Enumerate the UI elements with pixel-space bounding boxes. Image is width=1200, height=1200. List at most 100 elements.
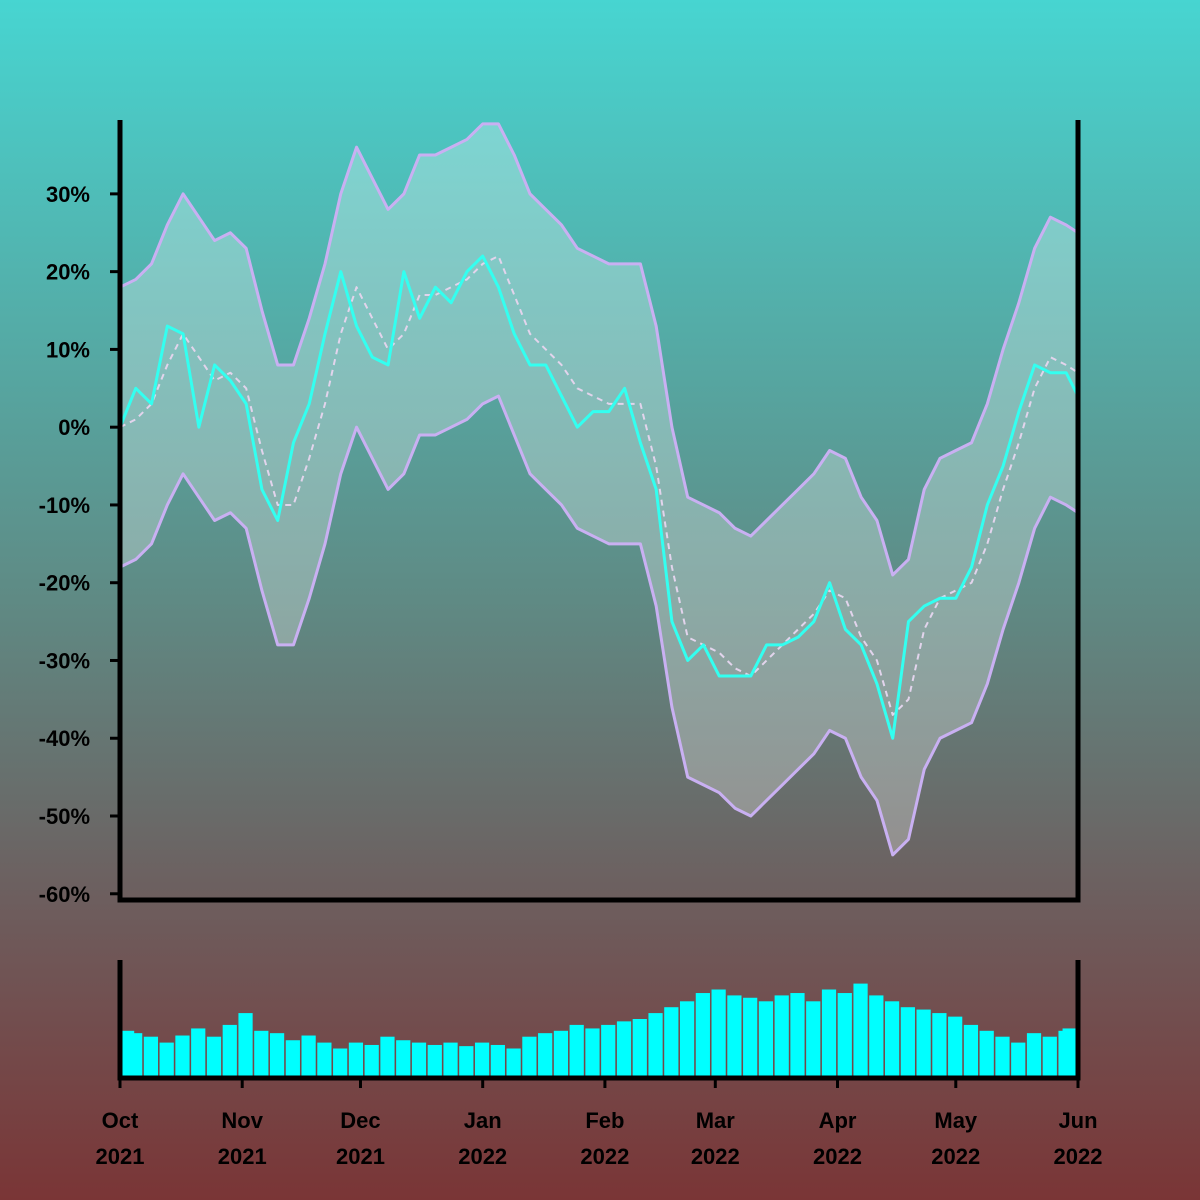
volume-bar (317, 1042, 332, 1078)
tick-label-line: Oct (102, 1108, 139, 1133)
volume-bar (538, 1033, 553, 1078)
volume-bar (664, 1007, 679, 1078)
volume-bar (364, 1044, 379, 1078)
tick-label-line: May (934, 1108, 978, 1133)
tick-label-line: 2022 (458, 1144, 507, 1169)
volume-bar (869, 995, 884, 1078)
y-tick-label: -10% (39, 493, 90, 518)
volume-bar (790, 993, 805, 1078)
tick-label-line: 2022 (691, 1144, 740, 1169)
x-tick-label: Nov 2021 (218, 1108, 267, 1169)
volume-bar (648, 1013, 663, 1078)
volume-bar (727, 995, 742, 1078)
y-tick-label: 10% (46, 337, 90, 362)
axis-frame (117, 120, 1081, 903)
volume-bar (743, 997, 758, 1078)
volume-bar (553, 1030, 569, 1078)
volume-bar (175, 1035, 190, 1078)
tick-label-line: Jan (464, 1108, 502, 1133)
volume-bar (159, 1042, 174, 1078)
x-tick-label: Jun 2022 (1054, 1108, 1103, 1169)
tick-label-line: 2021 (336, 1144, 385, 1169)
x-tick-label: Oct 2021 (96, 1108, 145, 1169)
tick-label-line: Mar (696, 1108, 736, 1133)
volume-bar (285, 1040, 300, 1078)
volume-bar (695, 993, 710, 1078)
tick-label-line: Jun (1058, 1108, 1097, 1133)
series-line (120, 122, 1078, 577)
main-plot (120, 122, 1078, 857)
x-tick-label: Dec 2021 (336, 1108, 385, 1169)
volume-bar (522, 1036, 537, 1078)
volume-bar (411, 1042, 427, 1078)
x-tick-label: Feb 2022 (580, 1108, 629, 1169)
volume-bar (837, 993, 852, 1078)
volume-bar (490, 1044, 505, 1078)
y-tick-label: 30% (46, 182, 90, 207)
y-tick-label: -50% (39, 804, 90, 829)
volume-bar (806, 1001, 821, 1078)
y-tick-label: -20% (39, 571, 90, 596)
series-line (120, 394, 1078, 857)
volume-bar (128, 1033, 143, 1078)
volume-bar (443, 1042, 458, 1078)
x-tick-label: Apr 2022 (813, 1108, 862, 1169)
volume-bar (1011, 1042, 1026, 1078)
tick-label-line: Feb (585, 1108, 624, 1133)
y-tick-label: -30% (39, 648, 90, 673)
volume-bar (206, 1036, 222, 1078)
volume-bar (711, 989, 726, 1078)
volume-bar (616, 1021, 632, 1078)
x-tick-label: May 2022 (931, 1108, 980, 1169)
y-tick-label: -40% (39, 726, 90, 751)
y-tick-label: 0% (58, 415, 90, 440)
volume-bar (932, 1013, 947, 1078)
tick-label-line: Nov (221, 1108, 263, 1133)
volume-bar (995, 1036, 1010, 1078)
band-fill (120, 123, 1078, 855)
volume-bar (238, 1013, 253, 1078)
volume-bar (774, 995, 789, 1078)
tick-label-line: 2021 (218, 1144, 267, 1169)
volume-bar (948, 1016, 963, 1078)
volume-bar (396, 1040, 411, 1078)
volume-bar (269, 1033, 285, 1078)
volume-bar (459, 1046, 474, 1078)
tick-label-line: 2021 (96, 1144, 145, 1169)
volume-bar (601, 1024, 616, 1078)
volume-bar (506, 1048, 521, 1078)
volume-bar (380, 1036, 395, 1078)
axes: -60% -50% -40% -30% -20% -10% 0% 10% 20% 30% Oct 20… (39, 120, 1103, 1169)
series-line (120, 254, 1078, 740)
tick-label-line: Apr (819, 1108, 857, 1133)
tick-label-line: 2022 (931, 1144, 980, 1169)
x-tick-label: Mar 2022 (691, 1108, 740, 1169)
volume-bar (758, 1001, 774, 1078)
volume-bar (679, 1001, 695, 1078)
volume-bar (191, 1028, 206, 1078)
volume-bar (222, 1024, 237, 1078)
volume-bar (821, 989, 837, 1078)
volume-bar (348, 1042, 364, 1078)
volume-bar (585, 1028, 600, 1078)
volume-bar (1062, 1028, 1077, 1078)
tick-label-line: 2022 (580, 1144, 629, 1169)
volume-bar (900, 1007, 915, 1078)
tick-label-line: 2022 (1054, 1144, 1103, 1169)
axis-frame (117, 960, 1081, 1081)
volume-bar (301, 1035, 316, 1078)
volume-bar (632, 1019, 647, 1078)
volume-bar (853, 983, 868, 1078)
volume-bar (916, 1009, 931, 1078)
y-tick-label: 20% (46, 260, 90, 285)
series-line (120, 255, 1078, 716)
volume-bar (333, 1048, 348, 1078)
volume-bar (143, 1036, 159, 1078)
tick-label-line: 2022 (813, 1144, 862, 1169)
volume-bar (963, 1024, 979, 1078)
volume-bar (884, 1001, 900, 1078)
volume-bar (1042, 1036, 1057, 1078)
